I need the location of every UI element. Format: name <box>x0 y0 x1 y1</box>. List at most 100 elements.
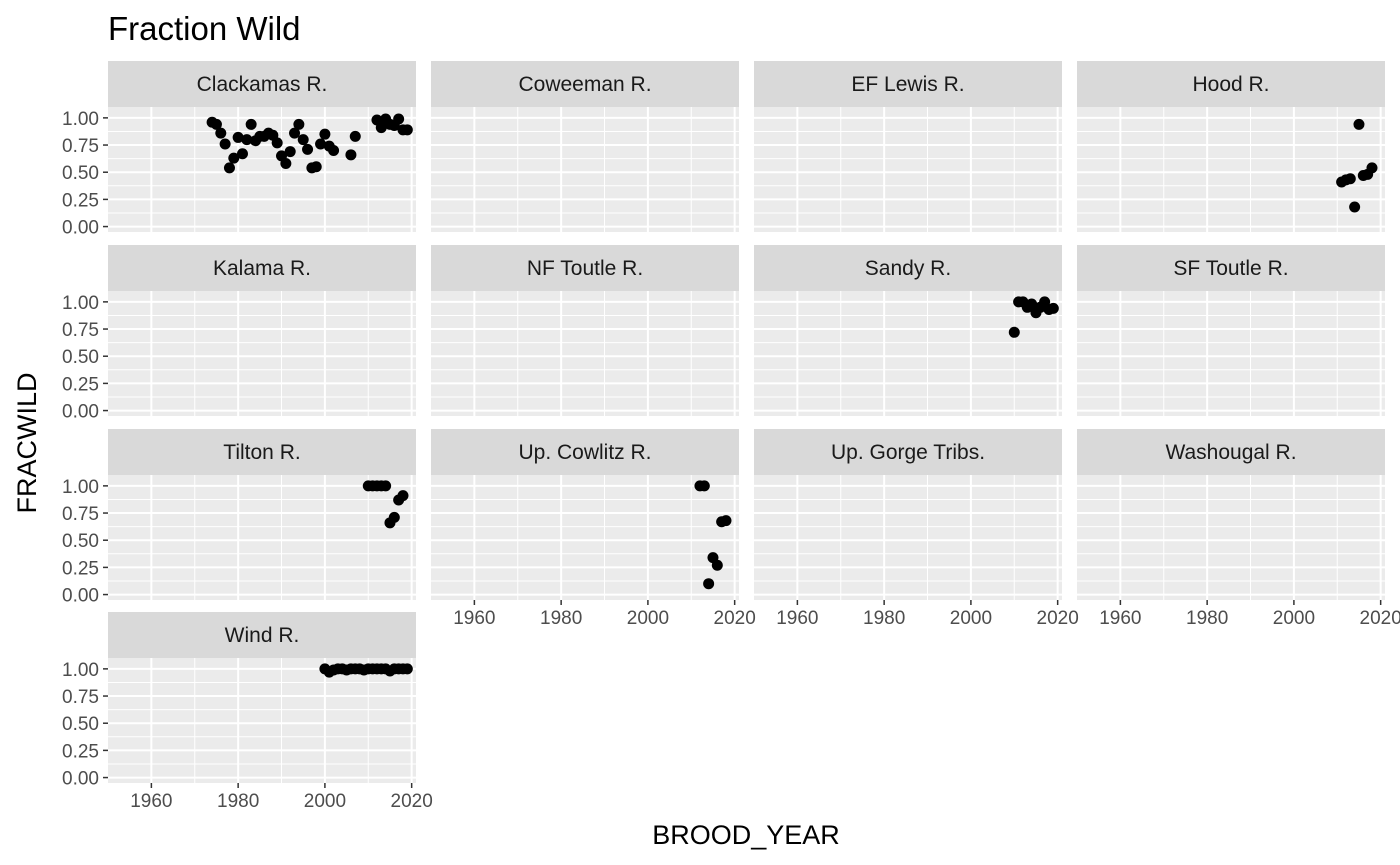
strip-washougal-r <box>1077 429 1385 475</box>
strip-label-tilton-r: Tilton R. <box>223 441 300 464</box>
panel-kalama-r <box>108 291 416 416</box>
x-tick-label: 2020 <box>391 791 433 812</box>
facet-up-cowlitz-r: Up. Cowlitz R. 1960 1980 2000 2020 <box>431 429 756 629</box>
y-tick-label: 0.00 <box>62 769 99 790</box>
facet-panels: Clackamas R. 0.00 0.25 0.50 0.75 1.00 Coweeman… <box>62 61 1400 812</box>
strip-kalama-r <box>108 245 416 291</box>
data-point <box>232 131 244 143</box>
x-tick-label: 1960 <box>130 791 172 812</box>
y-tick-label: 0.75 <box>62 687 99 708</box>
y-tick-label: 0.50 <box>62 347 99 368</box>
data-point <box>284 146 296 158</box>
data-point <box>315 138 327 150</box>
data-point <box>720 515 732 527</box>
y-tick-label: 0.75 <box>62 136 99 157</box>
data-point <box>401 124 413 136</box>
data-point <box>210 118 222 130</box>
y-tick-label: 0.25 <box>62 741 99 762</box>
y-tick-label: 0.00 <box>62 402 99 423</box>
panel-up-gorge-tribs <box>754 475 1062 600</box>
y-tick-label: 0.50 <box>62 531 99 552</box>
data-point <box>328 144 340 156</box>
facet-coweeman-r: Coweeman R. <box>431 61 739 232</box>
facet-ef-lewis-r: EF Lewis R. <box>754 61 1062 232</box>
data-point <box>245 118 257 130</box>
data-point <box>1344 173 1356 185</box>
panel-washougal-r <box>1077 475 1385 600</box>
data-point <box>388 511 400 523</box>
strip-label-hood-r: Hood R. <box>1192 73 1269 96</box>
data-point <box>297 134 309 146</box>
strip-tilton-r <box>108 429 416 475</box>
y-tick-label: 0.75 <box>62 320 99 341</box>
y-tick-label: 0.25 <box>62 190 99 211</box>
strip-wind-r <box>108 612 416 658</box>
data-point <box>228 152 240 164</box>
y-tick-label: 1.00 <box>62 660 99 681</box>
strip-sf-toutle-r <box>1077 245 1385 291</box>
panel-up-cowlitz-r <box>431 475 739 600</box>
data-point <box>345 149 357 161</box>
strip-label-ef-lewis-r: EF Lewis R. <box>851 73 964 96</box>
strip-label-nf-toutle-r: NF Toutle R. <box>527 257 643 280</box>
facet-wind-r: Wind R. 0.00 0.25 0.50 0.75 1.00 1960 1980 2000 2… <box>62 612 433 812</box>
x-tick-label: 1960 <box>453 608 495 629</box>
strip-label-wind-r: Wind R. <box>225 624 300 647</box>
x-tick-label: 1980 <box>540 608 582 629</box>
x-tick-label: 2000 <box>1273 608 1315 629</box>
strip-ef-lewis-r <box>754 61 1062 107</box>
x-tick-label: 1960 <box>776 608 818 629</box>
strip-label-sandy-r: Sandy R. <box>865 257 951 280</box>
y-tick-label: 1.00 <box>62 109 99 130</box>
y-tick-label: 0.50 <box>62 163 99 184</box>
x-tick-label: 1980 <box>1186 608 1228 629</box>
data-point <box>380 480 392 492</box>
panel-wind-r <box>108 658 416 783</box>
data-point <box>703 578 715 590</box>
data-point <box>280 158 292 170</box>
y-tick-label: 1.00 <box>62 293 99 314</box>
strip-up-gorge-tribs <box>754 429 1062 475</box>
data-point <box>310 161 322 173</box>
strip-label-kalama-r: Kalama R. <box>213 257 311 280</box>
strip-up-cowlitz-r <box>431 429 739 475</box>
y-tick-label: 0.75 <box>62 504 99 525</box>
data-point <box>401 663 413 675</box>
strip-label-up-cowlitz-r: Up. Cowlitz R. <box>518 441 651 464</box>
chart-title: Fraction Wild <box>108 10 301 47</box>
data-point <box>319 128 331 140</box>
y-tick-label: 0.25 <box>62 374 99 395</box>
x-tick-label: 2020 <box>1360 608 1400 629</box>
panel-sf-toutle-r <box>1077 291 1385 416</box>
data-point <box>711 559 723 571</box>
data-point <box>223 162 235 174</box>
strip-label-clackamas-r: Clackamas R. <box>197 73 328 96</box>
y-axis-title: FRACWILD <box>12 373 42 514</box>
strip-hood-r <box>1077 61 1385 107</box>
y-tick-label: 0.50 <box>62 714 99 735</box>
data-point <box>1008 326 1020 338</box>
strip-coweeman-r <box>431 61 739 107</box>
x-axis-title: BROOD_YEAR <box>652 820 840 850</box>
data-point <box>375 122 387 134</box>
data-point <box>289 127 301 139</box>
panel-sandy-r <box>754 291 1062 416</box>
data-point <box>349 130 361 142</box>
strip-sandy-r <box>754 245 1062 291</box>
data-point <box>393 113 405 125</box>
facet-washougal-r: Washougal R. 1960 1980 2000 2020 <box>1077 429 1400 629</box>
y-tick-label: 0.00 <box>62 218 99 239</box>
facet-tilton-r: Tilton R. 0.00 0.25 0.50 0.75 1.00 <box>62 429 416 607</box>
panel-nf-toutle-r <box>431 291 739 416</box>
data-point <box>1366 162 1378 174</box>
facet-sandy-r: Sandy R. <box>754 245 1062 416</box>
data-point <box>236 148 248 160</box>
panel-tilton-r <box>108 475 416 600</box>
data-point <box>1047 302 1059 314</box>
panel-hood-r <box>1077 107 1385 232</box>
data-point <box>241 134 253 146</box>
data-point <box>397 490 409 502</box>
data-point <box>1349 201 1361 213</box>
data-point <box>293 118 305 130</box>
